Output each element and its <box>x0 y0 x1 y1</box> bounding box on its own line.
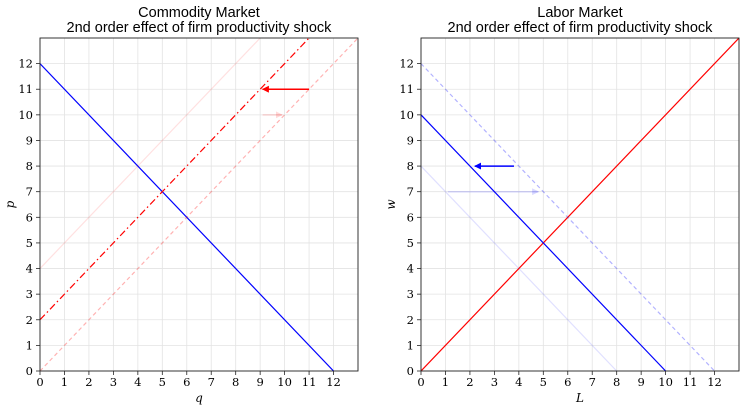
x-tick-label: 0 <box>36 375 43 389</box>
plot-frame <box>39 37 359 372</box>
x-tick-label: 10 <box>277 375 292 389</box>
x-tick-label: 5 <box>159 375 166 389</box>
x-tick-label: 7 <box>589 375 596 389</box>
plot-frame <box>420 37 740 372</box>
x-axis-label: L <box>575 391 584 405</box>
x-tick-label: 4 <box>515 375 522 389</box>
y-tick-label: 12 <box>399 57 414 71</box>
series-line-supply-faint <box>40 38 261 269</box>
y-tick-label: 1 <box>407 338 414 352</box>
y-tick-label: 1 <box>26 338 33 352</box>
series-line-demand <box>40 63 334 371</box>
y-tick-label: 11 <box>18 82 33 96</box>
y-tick-label: 4 <box>26 262 33 276</box>
chart-title-line2: 2nd order effect of firm productivity sh… <box>67 20 333 36</box>
series-line-supply-dashdot <box>40 38 310 321</box>
chart-title-line2: 2nd order effect of firm productivity sh… <box>448 20 714 36</box>
chart-title-line1: Labor Market <box>537 5 622 21</box>
x-tick-label: 11 <box>683 375 698 389</box>
series-group <box>421 38 739 371</box>
x-tick-label: 9 <box>637 375 644 389</box>
x-axis-label: q <box>195 391 203 405</box>
y-tick-label: 0 <box>407 364 414 378</box>
x-tick-label: 1 <box>61 375 68 389</box>
series-line-supply-dashed <box>40 38 358 371</box>
y-tick-label: 10 <box>399 108 414 122</box>
x-tick-label: 9 <box>256 375 263 389</box>
y-tick-label: 7 <box>26 185 33 199</box>
y-tick-label: 9 <box>26 133 33 147</box>
x-tick-label: 2 <box>85 375 92 389</box>
x-tick-label: 12 <box>326 375 341 389</box>
y-tick-label: 12 <box>18 57 33 71</box>
y-tick-label: 8 <box>26 159 33 173</box>
y-tick-label: 7 <box>407 185 414 199</box>
x-tick-label: 10 <box>658 375 673 389</box>
x-tick-label: 8 <box>613 375 620 389</box>
y-tick-label: 5 <box>407 236 414 250</box>
chart-title-line1: Commodity Market <box>138 5 260 21</box>
y-tick-label: 11 <box>399 82 414 96</box>
series-line-demand-dashed <box>421 63 715 371</box>
x-tick-label: 2 <box>466 375 473 389</box>
series-line-demand <box>421 114 667 371</box>
y-tick-label: 2 <box>26 313 33 327</box>
y-tick-label: 6 <box>26 210 33 224</box>
y-tick-label: 3 <box>407 287 414 301</box>
y-tick-label: 8 <box>407 159 414 173</box>
series-group <box>40 38 358 371</box>
y-tick-label: 3 <box>26 287 33 301</box>
x-tick-label: 3 <box>110 375 117 389</box>
x-tick-label: 6 <box>183 375 190 389</box>
x-tick-label: 0 <box>417 375 424 389</box>
y-tick-label: 2 <box>407 313 414 327</box>
x-tick-label: 1 <box>442 375 449 389</box>
x-tick-label: 5 <box>540 375 547 389</box>
x-tick-label: 11 <box>302 375 317 389</box>
y-tick-label: 6 <box>407 210 414 224</box>
y-tick-label: 10 <box>18 108 33 122</box>
x-tick-label: 12 <box>707 375 722 389</box>
series-line-demand-faint <box>421 165 618 371</box>
x-tick-label: 6 <box>564 375 571 389</box>
x-tick-label: 4 <box>134 375 141 389</box>
x-tick-label: 7 <box>208 375 215 389</box>
y-tick-label: 0 <box>26 364 33 378</box>
series-line-supply <box>421 38 739 371</box>
y-axis-label: w <box>384 199 398 210</box>
y-tick-label: 9 <box>407 133 414 147</box>
y-tick-label: 5 <box>26 236 33 250</box>
y-axis-label: p <box>3 200 17 208</box>
y-tick-label: 4 <box>407 262 414 276</box>
chart-panel-1: 0 1 2 3 4 5 6 7 8 9 10 11 120123456789101112Commodit… <box>3 5 359 405</box>
grid <box>39 37 359 372</box>
x-tick-label: 8 <box>232 375 239 389</box>
x-tick-label: 3 <box>491 375 498 389</box>
